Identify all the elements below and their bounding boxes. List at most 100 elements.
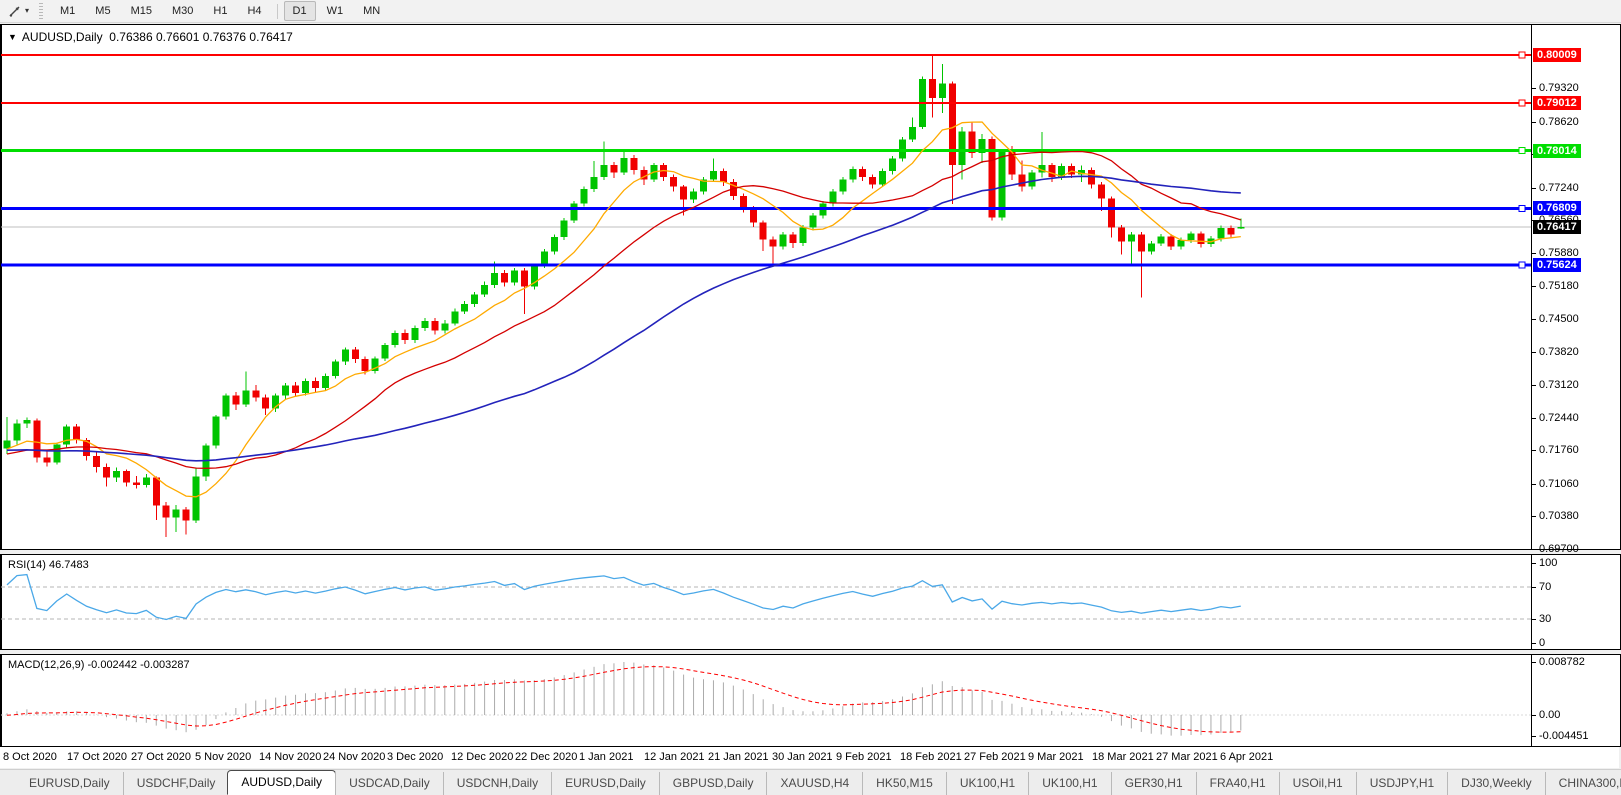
rsi-axis: 100 70 30 0 xyxy=(1532,555,1620,649)
chart-tab-uk100-h1[interactable]: UK100,H1 xyxy=(945,772,1028,795)
time-axis-label: 1 Jan 2021 xyxy=(579,751,634,763)
main-chart-panel: ▼ AUDUSD,Daily 0.76386 0.76601 0.76376 0.… xyxy=(0,24,1621,555)
chart-tab-gbpusd-daily[interactable]: GBPUSD,Daily xyxy=(658,772,767,795)
chart-tab-usoil-h1[interactable]: USOil,H1 xyxy=(1278,772,1356,795)
time-axis-label: 12 Jan 2021 xyxy=(644,751,705,763)
chart-tab-hk50-m15[interactable]: HK50,M15 xyxy=(862,772,946,795)
macd-axis: 0.008782 0.00 -0.004451 xyxy=(1532,655,1620,746)
chart-dropdown-icon[interactable]: ▼ xyxy=(8,32,17,42)
hline-handle[interactable] xyxy=(1518,51,1526,59)
price-tick-label: 0.79320 xyxy=(1539,82,1579,94)
timeframe-button-mn[interactable]: MN xyxy=(363,5,381,17)
price-tick-mark xyxy=(1532,253,1536,254)
price-axis[interactable]: 0.793200.786200.779400.772400.765600.758… xyxy=(1532,25,1620,555)
chart-tab-fra40-h1[interactable]: FRA40,H1 xyxy=(1195,772,1279,795)
macd-panel: MACD(12,26,9) -0.002442 -0.003287 0.0087… xyxy=(0,654,1621,747)
rsi-plot[interactable] xyxy=(1,555,1532,649)
rsi-tick-label: 30 xyxy=(1539,613,1552,625)
price-tick-mark xyxy=(1532,188,1536,189)
price-tick-mark xyxy=(1532,88,1536,89)
timeframe-button-m15[interactable]: M15 xyxy=(130,5,152,17)
chart-symbol-period: AUDUSD,Daily xyxy=(21,30,103,44)
chart-tab-dj30-weekly[interactable]: DJ30,Weekly xyxy=(1447,772,1544,795)
price-tick-label: 0.71060 xyxy=(1539,478,1579,490)
toolbar-drag-handle[interactable] xyxy=(39,3,44,19)
hline-price-label: 0.75624 xyxy=(1533,258,1581,272)
timeframe-button-m30[interactable]: M30 xyxy=(171,5,194,17)
chart-cursor-dropdown[interactable]: ▾ xyxy=(3,3,34,20)
crosshair-tool-icon xyxy=(9,6,20,17)
timeframe-button-m5[interactable]: M5 xyxy=(95,5,111,17)
time-axis-label: 27 Oct 2020 xyxy=(131,751,191,763)
time-axis-label: 21 Jan 2021 xyxy=(708,751,769,763)
timeframe-button-m1[interactable]: M1 xyxy=(60,5,76,17)
rsi-tick-label: 70 xyxy=(1539,581,1552,593)
dropdown-caret-icon: ▾ xyxy=(25,6,30,15)
timeframe-button-h1[interactable]: H1 xyxy=(213,5,228,17)
hline-handle[interactable] xyxy=(1518,99,1526,107)
macd-tick-label: 0.008782 xyxy=(1539,656,1585,668)
price-tick-mark xyxy=(1532,549,1536,550)
chart-tab-usdcnh-daily[interactable]: USDCNH,Daily xyxy=(442,772,551,795)
chart-tab-eurusd-daily[interactable]: EURUSD,Daily xyxy=(551,772,659,795)
rsi-tick-label: 0 xyxy=(1539,637,1546,649)
time-axis-label: 5 Nov 2020 xyxy=(195,751,252,763)
time-axis-label: 17 Oct 2020 xyxy=(67,751,127,763)
chart-tab-audusd-daily[interactable]: AUDUSD,Daily xyxy=(227,770,337,795)
price-chart-plot[interactable] xyxy=(1,25,1532,549)
time-axis-label: 14 Nov 2020 xyxy=(259,751,322,763)
time-axis[interactable]: 8 Oct 2020 17 Oct 2020 27 Oct 2020 5 Nov 20… xyxy=(0,747,1619,768)
hline-handle[interactable] xyxy=(1518,261,1526,269)
time-axis-label: 30 Jan 2021 xyxy=(772,751,833,763)
chart-title: ▼ AUDUSD,Daily 0.76386 0.76601 0.76376 0.… xyxy=(8,30,293,44)
price-tick-mark xyxy=(1532,319,1536,320)
rsi-tick-mark xyxy=(1532,587,1536,588)
time-axis-label: 3 Dec 2020 xyxy=(387,751,444,763)
hline-handle[interactable] xyxy=(1518,147,1526,155)
chart-tab-ger30-h1[interactable]: GER30,H1 xyxy=(1110,772,1196,795)
hline-handle[interactable] xyxy=(1518,204,1526,212)
price-tick-label: 0.75880 xyxy=(1539,247,1579,259)
time-axis-label: 27 Feb 2021 xyxy=(964,751,1026,763)
macd-tick-mark xyxy=(1532,736,1536,737)
chart-tab-usdcad-daily[interactable]: USDCAD,Daily xyxy=(335,772,443,795)
price-tick-mark xyxy=(1532,516,1536,517)
chart-tab-eurusd-daily[interactable]: EURUSD,Daily xyxy=(29,776,110,790)
price-tick-label: 0.74500 xyxy=(1539,313,1579,325)
price-tick-mark xyxy=(1532,385,1536,386)
macd-plot[interactable] xyxy=(1,655,1532,746)
chart-tab-xauusd-h4[interactable]: XAUUSD,H4 xyxy=(766,772,862,795)
time-axis-label: 18 Mar 2021 xyxy=(1092,751,1154,763)
chart-tab-china300-h1[interactable]: CHINA300,H1 xyxy=(1544,772,1621,795)
time-axis-label: 6 Apr 2021 xyxy=(1220,751,1274,763)
price-tick-label: 0.72440 xyxy=(1539,412,1579,424)
rsi-panel: RSI(14) 46.7483 100 70 30 0 xyxy=(0,554,1621,650)
chart-tab-bar: EURUSD,Daily USDCHF,Daily AUDUSD,Daily USDC… xyxy=(0,769,1621,795)
time-axis-label: 22 Dec 2020 xyxy=(515,751,578,763)
price-tick-label: 0.78620 xyxy=(1539,116,1579,128)
rsi-value: 46.7483 xyxy=(48,559,89,571)
time-axis-label: 9 Feb 2021 xyxy=(836,751,892,763)
time-axis-label: 27 Mar 2021 xyxy=(1156,751,1218,763)
macd-tick-label: -0.004451 xyxy=(1539,730,1589,742)
chart-tab-usdchf-daily[interactable]: USDCHF,Daily xyxy=(122,772,229,795)
hline-price-label: 0.79012 xyxy=(1533,96,1581,110)
price-tick-mark xyxy=(1532,484,1536,485)
price-tick-label: 0.75180 xyxy=(1539,280,1579,292)
price-tick-label: 0.73820 xyxy=(1539,346,1579,358)
time-axis-label: 8 Oct 2020 xyxy=(3,751,57,763)
price-tick-label: 0.69700 xyxy=(1539,543,1579,555)
macd-tick-mark xyxy=(1532,662,1536,663)
price-tick-mark xyxy=(1532,418,1536,419)
time-axis-label: 24 Nov 2020 xyxy=(323,751,386,763)
toolbar-separator xyxy=(276,3,278,19)
macd-tick-label: 0.00 xyxy=(1539,709,1561,721)
timeframe-button-w1[interactable]: W1 xyxy=(326,5,344,17)
timeframe-button-h4[interactable]: H4 xyxy=(247,5,262,17)
timeframe-button-d1[interactable]: D1 xyxy=(283,1,316,21)
price-tick-mark xyxy=(1532,122,1536,123)
macd-tick-mark xyxy=(1532,715,1536,716)
chart-tab-uk100-h1[interactable]: UK100,H1 xyxy=(1028,772,1110,795)
hline-price-label: 0.76809 xyxy=(1533,201,1581,215)
chart-tab-usdjpy-h1[interactable]: USDJPY,H1 xyxy=(1355,772,1447,795)
